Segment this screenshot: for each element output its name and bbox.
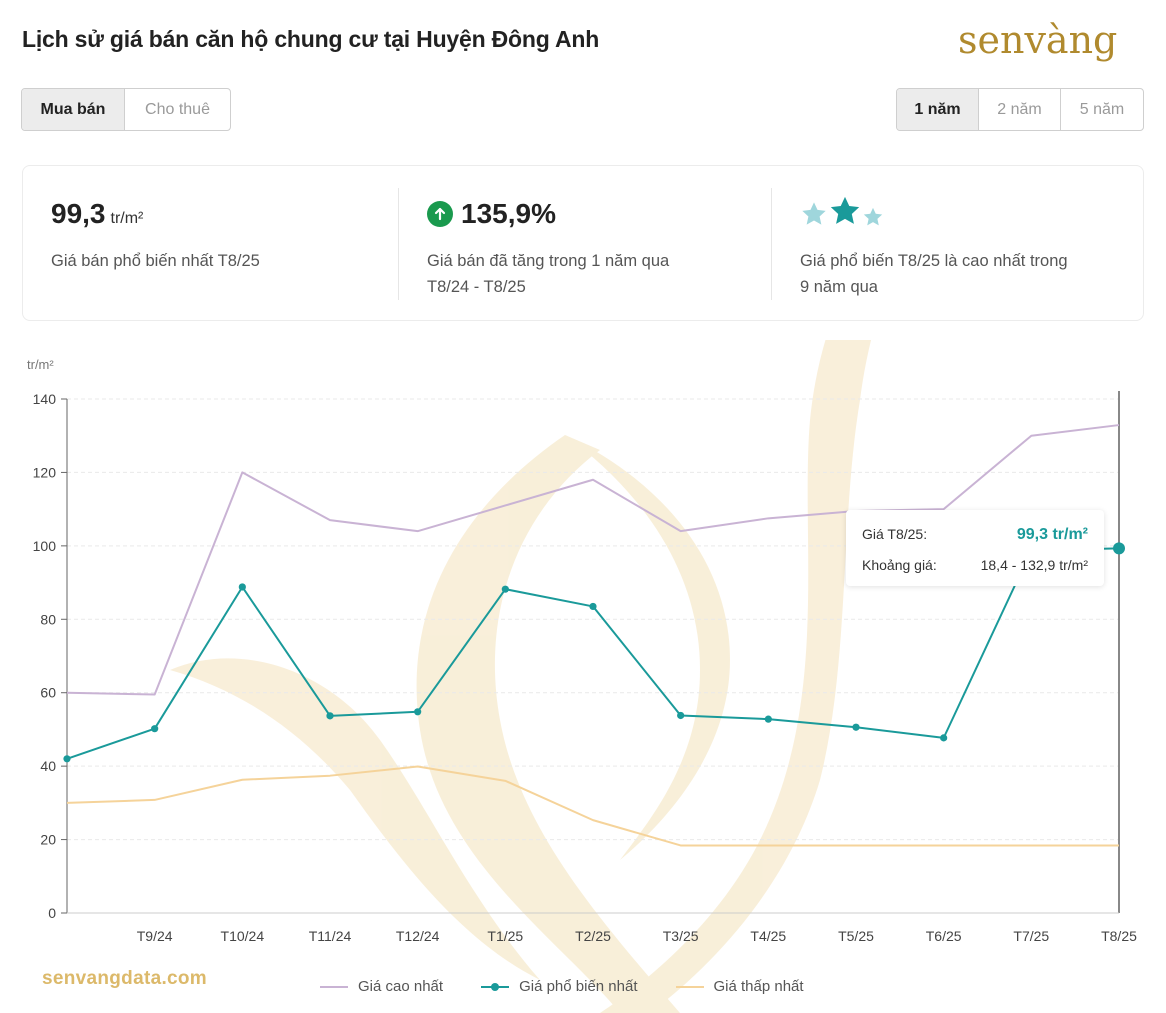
tooltip-label-range: Khoảng giá: [862, 557, 937, 573]
common-price-unit: tr/m² [110, 210, 144, 227]
series-common-point [589, 602, 597, 611]
tab-cho-thue[interactable]: Cho thuê [145, 100, 210, 118]
legend-item-common[interactable]: Giá phổ biến nhất [481, 978, 638, 995]
page-title: Lịch sử giá bán căn hộ chung cư tại Huyệ… [22, 26, 600, 52]
y-axis-unit-label: tr/m² [27, 357, 54, 372]
series-common-point [1113, 542, 1125, 555]
series-common-point [326, 712, 334, 720]
series-high-line [66, 424, 1120, 696]
series-common-point [764, 715, 772, 723]
growth-desc-line1: Giá bán đã tăng trong 1 năm qua [427, 252, 670, 270]
range-5-years[interactable]: 5 năm [1079, 100, 1125, 118]
rank-desc: Giá phổ biến T8/25 là cao nhất trong 9 n… [800, 248, 1120, 300]
site-watermark: senvangdata.com [42, 968, 207, 989]
x-tick-label: T11/24 [309, 928, 352, 944]
transaction-type-toggle: Mua bán Cho thuê [21, 88, 231, 131]
legend-swatch-common [481, 982, 510, 991]
y-tick-label: 40 [40, 758, 56, 774]
x-tick-label: T8/25 [1101, 928, 1137, 944]
y-tick-label: 20 [40, 832, 56, 848]
series-common-point [501, 585, 509, 593]
series [63, 424, 1125, 847]
y-axis: 0 20 40 60 80 100 120 140 [33, 391, 68, 921]
rank-desc-line2: 9 năm qua [800, 278, 878, 296]
series-low-line [66, 765, 1119, 847]
series-common-point [940, 734, 948, 742]
price-history-chart: tr/m² 0 20 40 60 80 100 120 140 T9/24 T10/24 T11/… [27, 340, 1137, 1013]
tooltip-value-range: 18,4 - 132,9 tr/m² [980, 557, 1088, 573]
range-1-year[interactable]: 1 năm [897, 89, 979, 130]
stat-common-price: 99,3 tr/m² Giá bán phổ biến nhất T8/25 [23, 166, 398, 320]
common-price-desc: Giá bán phổ biến nhất T8/25 [51, 252, 260, 270]
logo-text: senvàng [958, 18, 1118, 62]
rank-desc-line1: Giá phổ biến T8/25 là cao nhất trong [800, 252, 1068, 270]
watermark-logo [170, 340, 872, 1013]
grid [67, 391, 1120, 913]
series-common-point [151, 725, 159, 733]
series-common-point [238, 583, 246, 591]
stat-growth: 135,9% Giá bán đã tăng trong 1 năm qua T… [398, 188, 771, 300]
chart-tooltip: Giá T8/25: 99,3 tr/m² Khoảng giá: 18,4 -… [846, 510, 1104, 586]
y-tick-label: 100 [33, 538, 57, 554]
x-tick-label: T7/25 [1013, 928, 1049, 944]
series-common-point [414, 708, 422, 716]
star-icon [863, 207, 883, 226]
growth-desc-period: T8/24 - T8/25 [427, 278, 526, 296]
stat-rank: Giá phổ biến T8/25 là cao nhất trong 9 n… [771, 188, 1145, 300]
arrow-up-icon [427, 201, 453, 227]
legend-label-common: Giá phổ biến nhất [519, 978, 638, 995]
time-range-toggle: 1 năm 2 năm 5 năm [896, 88, 1144, 131]
y-tick-label: 140 [33, 391, 57, 407]
series-common-point [677, 711, 685, 720]
legend-swatch-high [320, 985, 348, 988]
series-common-point [63, 755, 71, 763]
common-price-value: 99,3 [51, 198, 106, 229]
x-tick-label: T10/24 [221, 928, 265, 944]
growth-desc: Giá bán đã tăng trong 1 năm qua T8/24 - … [427, 248, 747, 300]
x-tick-label: T2/25 [575, 928, 611, 944]
growth-value: 135,9% [461, 198, 556, 229]
star-icon [802, 202, 826, 225]
legend-item-high[interactable]: Giá cao nhất [320, 978, 443, 995]
x-tick-label: T5/25 [838, 928, 874, 944]
x-tick-label: T3/25 [663, 928, 699, 944]
x-tick-label: T6/25 [926, 928, 962, 944]
y-tick-label: 60 [40, 685, 56, 701]
legend-label-low: Giá thấp nhất [713, 978, 804, 995]
legend-label-high: Giá cao nhất [358, 978, 444, 995]
chart-legend: Giá cao nhất Giá phổ biến nhất Giá thấp … [320, 978, 842, 995]
y-tick-label: 120 [33, 464, 57, 480]
star-icon [830, 196, 860, 224]
x-tick-label: T12/24 [396, 928, 440, 944]
rating-stars [800, 194, 884, 228]
legend-item-low[interactable]: Giá thấp nhất [675, 978, 804, 995]
tab-mua-ban[interactable]: Mua bán [22, 89, 125, 130]
x-axis: T9/24 T10/24 T11/24 T12/24 T1/25 T2/25 T3/25 T4… [67, 912, 1137, 944]
tooltip-label-price: Giá T8/25: [862, 526, 928, 542]
legend-swatch-low [675, 985, 704, 988]
tooltip-value-price: 99,3 tr/m² [1016, 526, 1088, 543]
stats-card: 99,3 tr/m² Giá bán phổ biến nhất T8/25 1… [22, 165, 1144, 321]
y-tick-label: 0 [48, 905, 56, 921]
x-tick-label: T1/25 [487, 928, 523, 944]
series-common-point [852, 723, 860, 731]
x-tick-label: T9/24 [137, 928, 173, 944]
x-tick-label: T4/25 [750, 928, 786, 944]
y-tick-label: 80 [40, 611, 56, 627]
senvang-logo: senvàng [958, 18, 1148, 86]
range-2-years[interactable]: 2 năm [979, 89, 1061, 130]
